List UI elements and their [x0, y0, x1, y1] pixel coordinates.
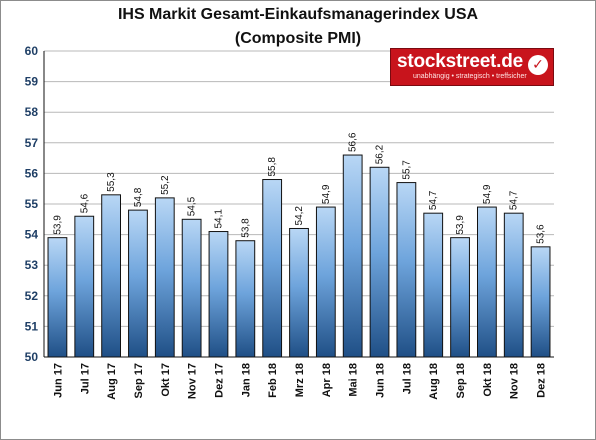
bar	[503, 212, 524, 358]
data-label: 54,9	[321, 184, 332, 204]
y-tick-label: 53	[25, 258, 39, 272]
x-tick-label: Sep 17	[133, 363, 145, 398]
bar	[289, 227, 309, 358]
x-tick-label: Jul 18	[401, 363, 413, 394]
data-label: 55,2	[160, 175, 171, 195]
logo-tagline: unabhängig • strategisch • treffsicher	[413, 73, 527, 80]
data-labels: 53,9 54,6 55,3 54,8 55,2 54,5 54,1 53,8 55,8 54,2…	[52, 132, 546, 244]
data-label: 56,2	[375, 144, 386, 164]
x-tick-label: Aug 17	[106, 363, 118, 400]
y-axis-tick-labels: 50 51 52 53 54 55 56 57 58 59 60	[25, 44, 39, 364]
x-tick-label: Jun 17	[52, 363, 64, 398]
data-label: 53,9	[455, 215, 466, 235]
data-label: 55,7	[401, 160, 412, 180]
x-tick-label: Sep 18	[455, 363, 467, 398]
bar	[262, 179, 283, 358]
y-tick-label: 58	[25, 105, 39, 119]
data-label: 54,6	[79, 193, 90, 213]
bar	[101, 194, 121, 358]
y-tick-label: 55	[25, 197, 39, 211]
y-tick-label: 54	[25, 228, 39, 242]
bar	[47, 237, 68, 358]
bar	[74, 215, 95, 358]
bar	[342, 154, 363, 358]
data-label: 54,7	[428, 190, 439, 210]
data-label: 54,1	[213, 209, 224, 229]
data-label: 53,9	[52, 215, 63, 235]
x-tick-label: Feb 18	[267, 363, 279, 398]
logo-name: stockstreet.de	[397, 51, 524, 72]
bar	[154, 197, 175, 358]
y-tick-label: 59	[25, 75, 39, 89]
stockstreet-logo: stockstreet.de unabhängig • strategisch …	[390, 48, 554, 86]
bar	[396, 182, 417, 358]
data-label: 56,6	[348, 132, 359, 152]
chart-title-line-2: (Composite PMI)	[234, 30, 362, 47]
y-tick-label: 56	[25, 166, 39, 180]
y-tick-label: 52	[25, 289, 39, 303]
chart-title-line-1: IHS Markit Gesamt-Einkaufsmanagerindex U…	[117, 6, 479, 23]
x-tick-label: Mai 18	[348, 363, 360, 397]
y-tick-label: 51	[25, 319, 39, 333]
data-label: 53,6	[536, 224, 547, 244]
data-label: 54,2	[294, 206, 305, 226]
bar	[235, 240, 256, 358]
data-label: 55,8	[267, 157, 278, 177]
bar	[477, 206, 497, 358]
data-label: 54,9	[482, 184, 493, 204]
x-tick-label: Okt 17	[160, 363, 172, 397]
bar	[181, 218, 202, 358]
x-tick-label: Jul 17	[79, 363, 91, 394]
bar	[128, 209, 148, 358]
y-tick-label: 57	[25, 136, 39, 150]
x-tick-label: Mrz 18	[294, 363, 306, 397]
x-tick-label: Aug 18	[428, 363, 440, 400]
chart-title: IHS Markit Gesamt-Einkaufsmanagerindex U…	[0, 3, 596, 51]
bar	[369, 166, 390, 358]
x-tick-label: Jun 18	[375, 363, 387, 398]
data-label: 54,8	[133, 187, 144, 207]
data-label: 54,7	[509, 190, 520, 210]
bars	[47, 154, 551, 358]
checkmark-icon: ✓	[528, 55, 548, 75]
y-tick-label: 60	[25, 44, 39, 58]
data-label: 53,8	[240, 218, 251, 238]
bar	[423, 212, 444, 358]
bar	[208, 231, 229, 358]
bar	[530, 246, 551, 358]
x-tick-label: Nov 17	[187, 363, 199, 399]
x-tick-label: Nov 18	[509, 363, 521, 399]
y-tick-label: 50	[25, 350, 39, 364]
x-tick-label: Dez 18	[536, 363, 548, 398]
data-label: 55,3	[106, 172, 117, 192]
x-tick-label: Jan 18	[240, 363, 252, 397]
x-axis-tick-labels: Jun 17 Jul 17 Aug 17 Sep 17 Okt 17 Nov 17 Dez …	[52, 363, 547, 400]
x-tick-label: Dez 17	[213, 363, 225, 398]
bar	[315, 206, 336, 358]
bar	[450, 237, 470, 358]
x-tick-label: Apr 18	[321, 363, 333, 397]
x-tick-label: Okt 18	[482, 363, 494, 397]
data-label: 54,5	[187, 196, 198, 216]
